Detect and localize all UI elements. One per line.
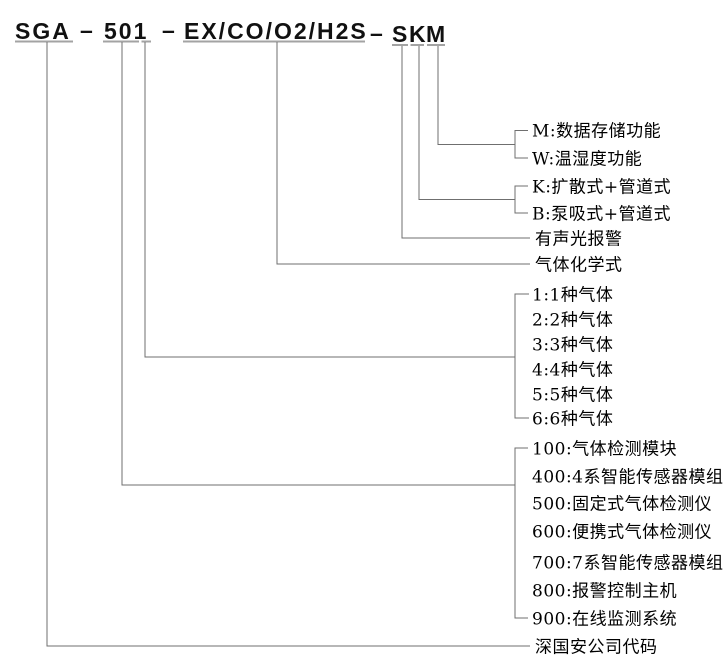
line-50-to-series — [121, 42, 515, 486]
legend-suffix-w: W:温湿度功能 — [532, 149, 643, 170]
dash-separator: – — [80, 17, 95, 43]
line-s-to-alarm — [401, 46, 530, 239]
bracket-kb — [514, 185, 528, 214]
model-part-series-number: 501 — [104, 18, 149, 44]
model-part-gas-formula: EX/CO/O2/H2S — [184, 18, 368, 44]
line-k-to-kb — [418, 46, 515, 201]
bracket-mw — [514, 129, 528, 159]
line-1-to-gas-counts — [144, 42, 515, 358]
legend-suffix-k: K:扩散式+管道式 — [532, 177, 672, 198]
line-sga-to-company — [46, 42, 530, 647]
legend-alarm: 有声光报警 — [535, 229, 623, 250]
bracket-series — [514, 447, 528, 619]
legend-suffix-m: M:数据存储功能 — [532, 121, 662, 142]
legend-series-900: 900:在线监测系统 — [532, 609, 678, 630]
legend-series-100: 100:气体检测模块 — [532, 439, 678, 460]
legend-gas-count-1: 1:1种气体 — [532, 285, 614, 306]
legend-suffix-b: B:泵吸式+管道式 — [532, 204, 671, 225]
legend-series-500: 500:固定式气体检测仪 — [532, 494, 713, 515]
legend-company-code: 深国安公司代码 — [535, 637, 658, 658]
model-part-suffix-k: K — [409, 21, 428, 47]
legend-gas-count-4: 4:4种气体 — [532, 360, 614, 381]
bracket-gas-counts — [514, 293, 529, 419]
line-formula — [276, 42, 530, 265]
legend-gas-formula: 气体化学式 — [535, 255, 623, 276]
dash-separator: – — [370, 20, 385, 46]
model-part-suffix-s: S — [392, 21, 410, 47]
model-part-suffix-m: M — [426, 21, 448, 47]
legend-gas-count-5: 5:5种气体 — [532, 385, 614, 406]
legend-gas-count-6: 6:6种气体 — [532, 409, 614, 430]
dash-separator: – — [162, 17, 177, 43]
legend-series-400: 400:4系智能传感器模组 — [532, 467, 724, 488]
line-m-to-mw — [437, 46, 515, 146]
legend-series-700: 700:7系智能传感器模组 — [532, 553, 724, 574]
legend-series-600: 600:便携式气体检测仪 — [532, 522, 713, 543]
legend-gas-count-2: 2:2种气体 — [532, 310, 614, 331]
legend-gas-count-3: 3:3种气体 — [532, 335, 614, 356]
legend-series-800: 800:报警控制主机 — [532, 581, 678, 602]
model-part-company-code: SGA — [15, 18, 71, 44]
